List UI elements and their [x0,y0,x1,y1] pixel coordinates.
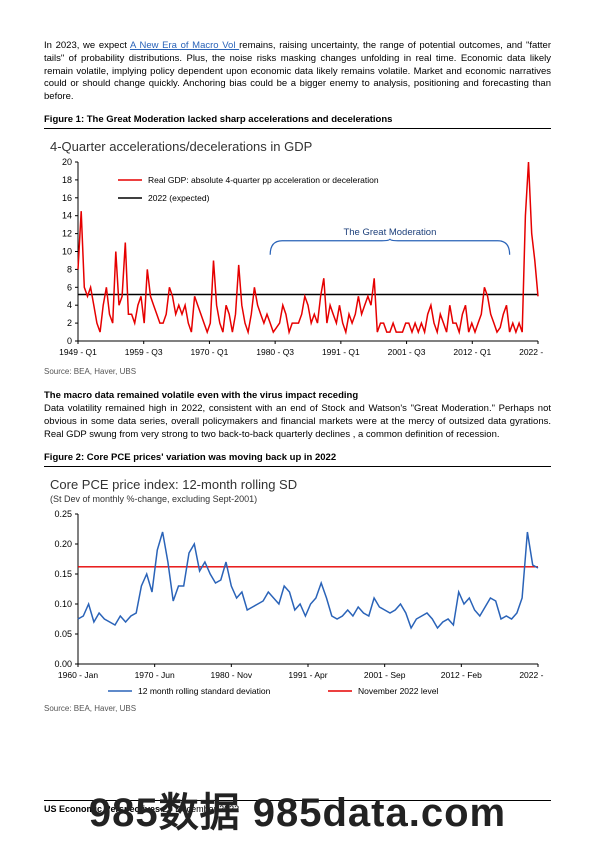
svg-text:1949 - Q1: 1949 - Q1 [59,347,97,357]
svg-text:12 month rolling standard devi: 12 month rolling standard deviation [138,686,271,696]
svg-text:2001 - Sep: 2001 - Sep [364,670,406,680]
svg-text:Real GDP: absolute 4-quarter p: Real GDP: absolute 4-quarter pp accelera… [148,175,379,185]
svg-text:2022 (expected): 2022 (expected) [148,193,210,203]
intro-paragraph: In 2023, we expect A New Era of Macro Vo… [44,40,551,104]
svg-text:16: 16 [62,193,72,203]
svg-text:2012 - Q1: 2012 - Q1 [453,347,491,357]
svg-text:0.15: 0.15 [54,569,72,579]
svg-text:4: 4 [67,300,72,310]
svg-text:1960 - Jan: 1960 - Jan [58,670,98,680]
svg-text:0.00: 0.00 [54,659,72,669]
svg-text:10: 10 [62,247,72,257]
chart-2: 0.00 0.05 0.10 0.15 0.20 0.25 1960 - Jan 1970 -… [44,508,544,698]
chart-1: 0 2 4 6 8 10 12 14 16 18 20 1949 - Q1 1959 - Q3 1970 … [44,156,544,361]
svg-text:2001 - Q3: 2001 - Q3 [388,347,426,357]
svg-text:14: 14 [62,211,72,221]
svg-text:0.10: 0.10 [54,599,72,609]
svg-text:2022 - Q3: 2022 - Q3 [519,347,544,357]
svg-text:1980 - Q3: 1980 - Q3 [256,347,294,357]
chart-2-source: Source: BEA, Haver, UBS [44,704,551,713]
svg-text:12: 12 [62,229,72,239]
section-2-body: Data volatility remained high in 2022, c… [44,403,551,441]
svg-text:1980 - Nov: 1980 - Nov [211,670,253,680]
svg-text:6: 6 [67,282,72,292]
intro-prefix: In 2023, we expect [44,40,130,51]
watermark-text: 985数据 985data.com [0,780,595,838]
svg-text:20: 20 [62,157,72,167]
chart-2-title: Core PCE price index: 12-month rolling S… [50,477,551,492]
chart-1-source: Source: BEA, Haver, UBS [44,367,551,376]
svg-text:November 2022 level: November 2022 level [358,686,438,696]
svg-text:1970 - Jun: 1970 - Jun [135,670,175,680]
figure-2-title: Figure 2: Core PCE prices' variation was… [44,452,551,467]
svg-text:8: 8 [67,264,72,274]
svg-text:2022 - Jul: 2022 - Jul [519,670,544,680]
svg-text:1991 - Q1: 1991 - Q1 [322,347,360,357]
svg-text:18: 18 [62,175,72,185]
svg-text:0.25: 0.25 [54,509,72,519]
svg-text:1991 - Apr: 1991 - Apr [288,670,327,680]
svg-text:0: 0 [67,336,72,346]
section-2-head: The macro data remained volatile even wi… [44,390,551,401]
svg-text:0.20: 0.20 [54,539,72,549]
svg-text:2: 2 [67,318,72,328]
svg-text:1959 - Q3: 1959 - Q3 [125,347,163,357]
svg-text:0.05: 0.05 [54,629,72,639]
svg-text:1970 - Q1: 1970 - Q1 [191,347,229,357]
svg-text:2012 - Feb: 2012 - Feb [441,670,482,680]
macro-vol-link[interactable]: A New Era of Macro Vol [130,40,239,51]
svg-text:The Great Moderation: The Great Moderation [343,227,436,238]
chart-2-subtitle: (St Dev of monthly %-change, excluding S… [50,494,551,504]
chart-1-title: 4-Quarter accelerations/decelerations in… [50,139,551,154]
figure-1-title: Figure 1: The Great Moderation lacked sh… [44,114,551,129]
